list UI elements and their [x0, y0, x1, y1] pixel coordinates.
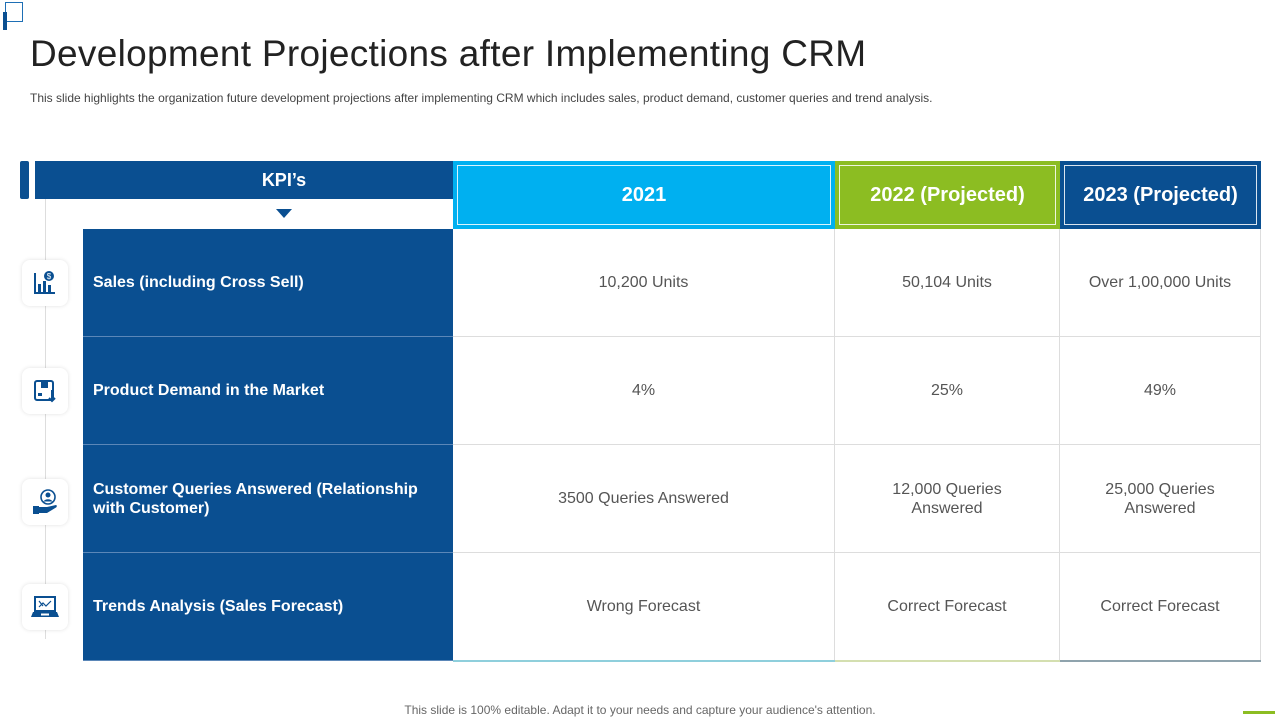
- column-header-2022: 2022 (Projected): [835, 161, 1060, 229]
- laptop-chart-icon: [22, 584, 68, 630]
- sales-chart-icon: $: [22, 260, 68, 306]
- column-underline: [1060, 660, 1261, 662]
- kpi-header-accent: [20, 161, 29, 199]
- kpi-cell: Customer Queries Answered (Relationship …: [83, 445, 453, 553]
- value-cell: Correct Forecast: [1060, 553, 1261, 661]
- product-box-icon: [22, 368, 68, 414]
- down-triangle-icon: [276, 209, 292, 218]
- corner-decoration: [5, 2, 23, 22]
- footer-note: This slide is 100% editable. Adapt it to…: [404, 703, 876, 717]
- column-underline: [835, 660, 1060, 662]
- page-subtitle: This slide highlights the organization f…: [30, 91, 933, 105]
- corner-decoration-bar: [3, 12, 7, 30]
- value-cell: 3500 Queries Answered: [453, 445, 835, 553]
- value-cell: 25,000 Queries Answered: [1060, 445, 1261, 553]
- value-cell: 25%: [835, 337, 1060, 445]
- kpi-cell: Product Demand in the Market: [83, 337, 453, 445]
- kpi-cell: Trends Analysis (Sales Forecast): [83, 553, 453, 661]
- value-cell: 49%: [1060, 337, 1261, 445]
- svg-text:$: $: [47, 272, 52, 281]
- value-cell: 12,000 Queries Answered: [835, 445, 1060, 553]
- value-cell: 10,200 Units: [453, 229, 835, 337]
- footer-accent: [1243, 711, 1275, 714]
- column-underline: [453, 660, 835, 662]
- timeline-line: [45, 199, 46, 639]
- kpi-header: KPI’s: [35, 161, 453, 199]
- value-cell: 50,104 Units: [835, 229, 1060, 337]
- kpi-cell: Sales (including Cross Sell): [83, 229, 453, 337]
- value-cell: Over 1,00,000 Units: [1060, 229, 1261, 337]
- value-cell: 4%: [453, 337, 835, 445]
- value-cell: Correct Forecast: [835, 553, 1060, 661]
- value-cell: Wrong Forecast: [453, 553, 835, 661]
- page-title: Development Projections after Implementi…: [30, 33, 867, 74]
- column-header-2023: 2023 (Projected): [1060, 161, 1261, 229]
- customer-hand-icon: [22, 479, 68, 525]
- column-header-2021: 2021: [453, 161, 835, 229]
